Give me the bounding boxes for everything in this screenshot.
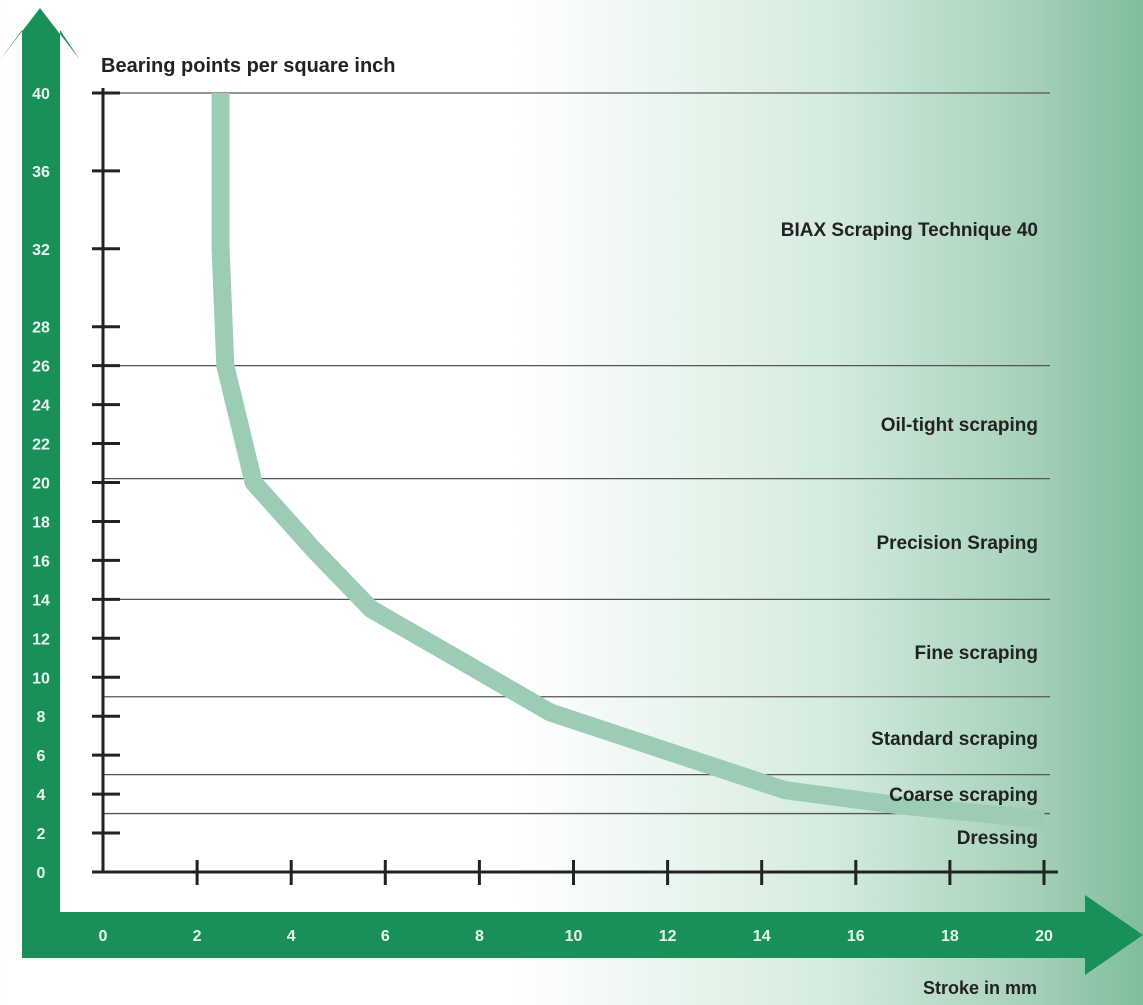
x-axis-arrow-icon [22,895,1143,975]
x-tick-label-16: 16 [847,928,865,945]
zone-label-6: BIAX Scraping Technique 40 [781,220,1038,241]
x-tick-label-0: 0 [99,928,108,945]
x-tick-label-12: 12 [659,928,677,945]
y-tick-label-8: 8 [37,709,46,726]
zone-label-3: Fine scraping [914,643,1038,664]
x-tick-label-18: 18 [941,928,959,945]
data-series-curve [211,93,1045,829]
x-tick-label-10: 10 [565,928,583,945]
zone-label-4: Precision Sraping [876,533,1038,554]
y-tick-label-24: 24 [32,398,50,415]
y-tick-label-18: 18 [32,514,50,531]
y-tick-label-12: 12 [32,631,50,648]
x-tick-label-4: 4 [287,928,296,945]
y-tick-label-10: 10 [32,670,50,687]
y-tick-label-16: 16 [32,553,50,570]
y-tick-label-20: 20 [32,476,50,493]
y-tick-label-6: 6 [37,748,46,765]
y-tick-label-40: 40 [32,86,50,103]
y-tick-label-2: 2 [37,826,46,843]
y-axis-title: Bearing points per square inch [101,55,396,77]
y-tick-label-28: 28 [32,320,50,337]
zone-label-2: Standard scraping [871,729,1038,750]
zone-label-5: Oil-tight scraping [881,415,1038,436]
y-tick-label-4: 4 [37,787,46,804]
y-tick-label-36: 36 [32,164,50,181]
zone-label-1: Coarse scraping [889,785,1038,806]
x-tick-label-8: 8 [475,928,484,945]
x-tick-label-2: 2 [193,928,202,945]
y-axis-arrow-icon [0,8,80,958]
zone-label-0: Dressing [957,828,1038,849]
x-tick-label-20: 20 [1035,928,1053,945]
y-tick-label-32: 32 [32,242,50,259]
y-tick-label-14: 14 [32,592,50,609]
y-tick-label-22: 22 [32,437,50,454]
y-tick-label-26: 26 [32,359,50,376]
y-tick-label-0: 0 [37,865,46,882]
x-tick-label-14: 14 [753,928,771,945]
x-axis-title: Stroke in mm [923,978,1037,998]
x-tick-label-6: 6 [381,928,390,945]
